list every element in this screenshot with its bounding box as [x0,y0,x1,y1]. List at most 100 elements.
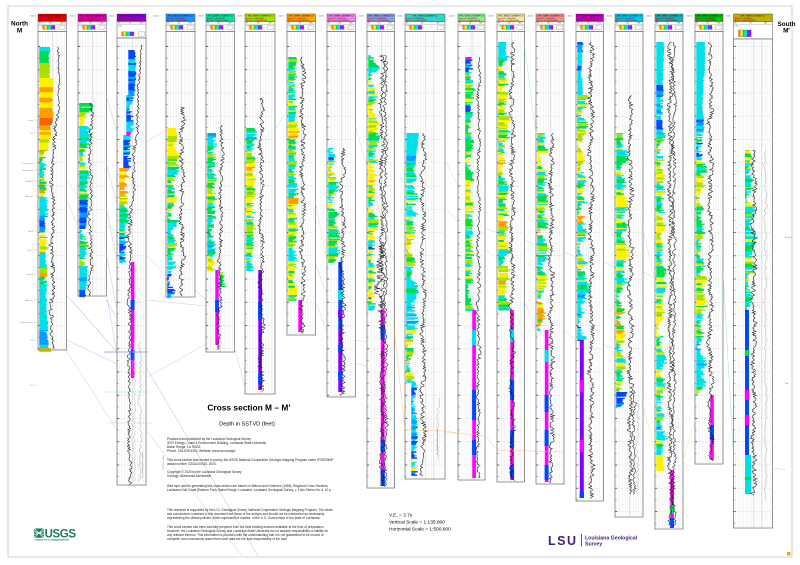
svg-text:API No.: 17000000000000: API No.: 17000000000000 [406,19,427,22]
svg-text:GR: GR [338,23,341,25]
svg-text:0 150: 0 150 [537,26,541,28]
svg-text:Hattiesburg: Hattiesburg [23,169,33,172]
svg-text:API No.: 17000000000000: API No.: 17000000000000 [167,19,188,22]
svg-text:Copyright © 2025 by the Louisi: Copyright © 2025 by the Louisiana Geolog… [167,470,242,474]
svg-text:Serial No.: 000000000: Serial No.: 000000000 [246,18,264,20]
svg-text:SP: SP [79,23,81,25]
svg-text:M': M' [783,28,790,35]
svg-text:RES: RES [436,23,439,25]
svg-text:0 150: 0 150 [246,26,250,28]
svg-text:API No.: 17000000000000: API No.: 17000000000000 [459,19,480,22]
svg-text:‹–1510 ft–›: ‹–1510 ft–› [277,15,285,18]
svg-text:API No.: 17000000000000: API No.: 17000000000000 [207,19,228,22]
svg-text:GR: GR [217,23,220,25]
svg-text:0 150: 0 150 [459,26,463,28]
svg-text:RES: RES [349,23,352,25]
svg-text:RES: RES [268,23,271,25]
svg-text:RES: RES [519,23,522,25]
svg-text:‹–1510 ft–›: ‹–1510 ft–› [645,15,653,18]
svg-text:Het: Het [785,382,789,385]
svg-text:SP: SP [498,23,500,25]
svg-text:Miocene: Miocene [25,196,33,198]
svg-text:award number G24AC00333, 2024.: award number G24AC00333, 2024. [167,462,217,466]
svg-text:Cib: Cib [30,340,34,342]
svg-text:Fm: Fm [30,133,33,135]
svg-text:WELL NAME & NUMBER CO: WELL NAME & NUMBER CO [329,15,354,18]
svg-text:and conclusions contained in t: and conclusions contained in this docume… [167,512,325,516]
svg-text:Serial No.: 000000000: Serial No.: 000000000 [735,18,753,20]
svg-text:Baton Rouge, LA 70803: Baton Rouge, LA 70803 [167,445,201,449]
svg-text:GR: GR [129,23,132,25]
svg-text:API No.: 17000000000000: API No.: 17000000000000 [288,19,309,22]
svg-text:‹–1510 ft–›: ‹–1510 ft–› [358,15,366,18]
svg-text:Serial No.: 000000000: Serial No.: 000000000 [406,18,424,20]
svg-text:LSU: LSU [548,534,578,548]
svg-text:Serial No.: 000000000: Serial No.: 000000000 [577,18,595,20]
svg-text:‹–1510 ft–›: ‹–1510 ft–› [487,15,495,18]
svg-text:Amph B: Amph B [26,180,34,183]
svg-text:No resistivity data available: No resistivity data available [141,451,144,478]
svg-text:RES: RES [637,23,640,25]
svg-text:SP: SP [537,23,539,25]
svg-text:Serial No.: 000000000: Serial No.: 000000000 [328,18,346,20]
svg-text:Serial No.: 000000000: Serial No.: 000000000 [118,18,136,20]
svg-text:API No.: 17000000000000: API No.: 17000000000000 [39,19,60,22]
svg-text:GR: GR [626,23,629,25]
svg-text:API No.: 17000000000000: API No.: 17000000000000 [577,19,598,22]
svg-text:‹–1510 ft–›: ‹–1510 ft–› [527,15,535,18]
svg-text:Serial No.: 000000000: Serial No.: 000000000 [79,18,97,20]
svg-text:SP: SP [577,23,579,25]
svg-text:However, the Louisiana Geologi: However, the Louisiana Geological Survey… [167,529,328,533]
svg-text:RES: RES [677,23,680,25]
svg-text:RES: RES [100,23,103,25]
svg-text:Depth in SSTVD (feet): Depth in SSTVD (feet) [219,422,275,428]
svg-text:RES: RES [228,23,231,25]
svg-text:‹–1510 ft–›: ‹–1510 ft–› [69,15,77,18]
svg-text:GR: GR [706,23,709,25]
svg-text:‹–1510 ft–›: ‹–1510 ft–› [396,15,404,18]
svg-text:SP: SP [696,23,698,25]
svg-text:API No.: 17000000000000: API No.: 17000000000000 [498,19,519,22]
svg-text:RES: RES [189,23,192,25]
svg-text:0 150: 0 150 [577,26,581,28]
svg-text:Big A: Big A [28,230,33,233]
svg-text:API No.: 17000000000000: API No.: 17000000000000 [735,19,756,22]
svg-text:complete, and conclusions draw: complete, and conclusions drawn from suc… [167,537,288,541]
svg-text:‹–1510 ft–›: ‹–1510 ft–› [197,15,205,18]
svg-text:Serial No.: 000000000: Serial No.: 000000000 [207,18,225,20]
svg-text:API No.: 17000000000000: API No.: 17000000000000 [537,19,558,22]
svg-text:SP: SP [656,23,658,25]
svg-text:V.E. = 3.7x: V.E. = 3.7x [389,513,413,519]
svg-text:0 150: 0 150 [656,26,660,28]
svg-text:Rob L: Rob L [28,250,34,252]
svg-text:Serial No.: 000000000: Serial No.: 000000000 [368,18,386,20]
svg-text:Serial No.: 000000000: Serial No.: 000000000 [498,18,516,20]
svg-text:SP: SP [406,23,408,25]
svg-text:WELL NAME & NUMBER CO: WELL NAME & NUMBER CO [657,15,682,18]
svg-text:Serial No.: 000000000: Serial No.: 000000000 [39,18,57,20]
svg-text:GR: GR [378,23,381,25]
svg-text:WELL NAME & NUMBER CO: WELL NAME & NUMBER CO [368,15,393,18]
svg-text:Survey: Survey [585,541,602,547]
svg-text:M: M [17,28,22,35]
svg-text:SP: SP [368,23,370,25]
svg-text:Marg A: Marg A [27,273,34,276]
svg-text:Serial No.: 000000000: Serial No.: 000000000 [616,18,634,20]
svg-text:Anahuac: Anahuac [25,299,33,302]
svg-text:Serial No.: 000000000: Serial No.: 000000000 [537,18,555,20]
svg-text:‹–1510 ft–›: ‹–1510 ft–› [725,15,733,18]
svg-text:Louisiana Gulf Coast (Eastern: Louisiana Gulf Coast (Eastern Part), Bat… [167,488,332,492]
svg-text:0 150: 0 150 [207,26,211,28]
svg-text:No resistivity data available: No resistivity data available [436,428,439,455]
svg-text:GR: GR [508,23,511,25]
svg-text:API No.: 17000000000000: API No.: 17000000000000 [656,19,677,22]
svg-text:any reliance thereon. This inf: any reliance thereon. This information i… [167,533,324,537]
svg-text:GR: GR [178,23,181,25]
svg-text:API No.: 17000000000000: API No.: 17000000000000 [79,19,100,22]
svg-text:‹–1510 ft–›: ‹–1510 ft–› [606,15,614,18]
svg-text:‹–1510 ft–›: ‹–1510 ft–› [236,15,244,18]
svg-text:This research is supported by: This research is supported by the U.S. G… [167,508,333,512]
svg-text:Frio: Frio [30,385,34,387]
svg-text:‹–1510 ft–›: ‹–1510 ft–› [152,15,160,18]
svg-text:GR: GR [257,23,260,25]
